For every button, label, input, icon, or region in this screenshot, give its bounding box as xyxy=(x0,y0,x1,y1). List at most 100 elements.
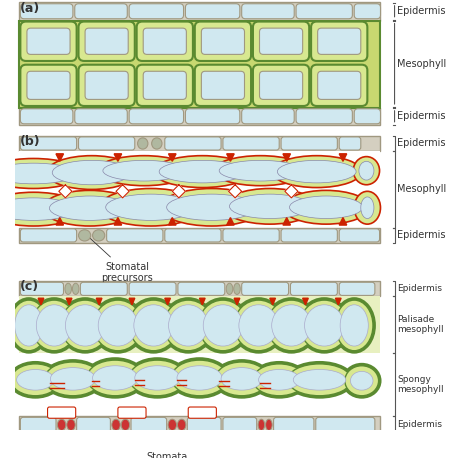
Ellipse shape xyxy=(340,305,368,346)
Ellipse shape xyxy=(43,191,137,226)
Polygon shape xyxy=(285,185,298,198)
FancyBboxPatch shape xyxy=(281,137,337,150)
Text: (b): (b) xyxy=(20,135,41,148)
Polygon shape xyxy=(227,218,234,225)
Ellipse shape xyxy=(304,305,344,346)
Bar xyxy=(19,296,381,353)
FancyBboxPatch shape xyxy=(223,229,279,242)
Polygon shape xyxy=(172,185,185,198)
FancyBboxPatch shape xyxy=(79,137,135,150)
Ellipse shape xyxy=(168,419,176,431)
Ellipse shape xyxy=(219,160,302,181)
Ellipse shape xyxy=(61,300,109,351)
Ellipse shape xyxy=(46,156,137,190)
Ellipse shape xyxy=(223,189,317,224)
Ellipse shape xyxy=(0,192,82,226)
Polygon shape xyxy=(114,218,122,225)
Ellipse shape xyxy=(129,360,185,396)
FancyBboxPatch shape xyxy=(195,65,251,106)
Ellipse shape xyxy=(353,157,380,185)
Ellipse shape xyxy=(93,300,142,351)
Ellipse shape xyxy=(57,419,66,431)
FancyBboxPatch shape xyxy=(85,71,128,99)
Polygon shape xyxy=(169,218,176,225)
FancyBboxPatch shape xyxy=(339,282,375,295)
FancyBboxPatch shape xyxy=(318,71,361,99)
Ellipse shape xyxy=(234,283,240,294)
Ellipse shape xyxy=(87,360,143,396)
Polygon shape xyxy=(56,218,64,225)
Ellipse shape xyxy=(214,360,270,398)
Ellipse shape xyxy=(0,158,82,189)
FancyBboxPatch shape xyxy=(178,282,225,295)
Ellipse shape xyxy=(215,362,268,396)
FancyBboxPatch shape xyxy=(129,4,183,19)
FancyBboxPatch shape xyxy=(185,4,240,19)
Bar xyxy=(19,281,381,296)
Ellipse shape xyxy=(52,160,131,185)
Text: Epidermis: Epidermis xyxy=(397,111,446,121)
Polygon shape xyxy=(339,218,346,225)
FancyBboxPatch shape xyxy=(311,22,367,61)
Polygon shape xyxy=(56,154,64,161)
FancyBboxPatch shape xyxy=(259,71,302,99)
FancyBboxPatch shape xyxy=(296,109,352,124)
Text: Palisade
mesophyll: Palisade mesophyll xyxy=(397,315,444,334)
FancyBboxPatch shape xyxy=(27,71,70,99)
Ellipse shape xyxy=(177,419,186,431)
Polygon shape xyxy=(302,298,308,305)
Ellipse shape xyxy=(214,156,307,185)
FancyBboxPatch shape xyxy=(354,109,381,124)
Ellipse shape xyxy=(253,364,305,396)
Ellipse shape xyxy=(197,298,249,353)
Ellipse shape xyxy=(97,156,191,185)
FancyBboxPatch shape xyxy=(296,4,352,19)
Ellipse shape xyxy=(221,368,262,390)
Ellipse shape xyxy=(354,191,381,224)
FancyBboxPatch shape xyxy=(201,71,245,99)
Ellipse shape xyxy=(286,362,353,398)
Ellipse shape xyxy=(226,283,233,294)
FancyBboxPatch shape xyxy=(316,417,375,432)
FancyBboxPatch shape xyxy=(20,65,77,106)
Polygon shape xyxy=(283,218,291,225)
FancyBboxPatch shape xyxy=(281,229,337,242)
Ellipse shape xyxy=(50,368,95,390)
Ellipse shape xyxy=(43,360,103,398)
FancyBboxPatch shape xyxy=(79,22,135,61)
Bar xyxy=(19,151,381,228)
Ellipse shape xyxy=(103,160,185,181)
Polygon shape xyxy=(165,298,171,305)
FancyBboxPatch shape xyxy=(339,137,361,150)
Text: Epidermis: Epidermis xyxy=(397,6,446,16)
Ellipse shape xyxy=(283,191,369,224)
FancyBboxPatch shape xyxy=(143,71,186,99)
FancyBboxPatch shape xyxy=(291,282,337,295)
Text: Mesophyll: Mesophyll xyxy=(397,59,447,69)
FancyBboxPatch shape xyxy=(223,137,279,150)
Bar xyxy=(19,136,381,151)
FancyBboxPatch shape xyxy=(165,137,221,150)
Bar xyxy=(19,353,381,416)
FancyBboxPatch shape xyxy=(253,22,309,61)
FancyBboxPatch shape xyxy=(259,28,302,55)
Ellipse shape xyxy=(277,160,356,183)
Polygon shape xyxy=(227,154,234,161)
FancyBboxPatch shape xyxy=(354,4,381,19)
Bar xyxy=(19,21,381,108)
FancyBboxPatch shape xyxy=(131,417,167,432)
FancyBboxPatch shape xyxy=(77,417,110,432)
Ellipse shape xyxy=(129,300,178,351)
Ellipse shape xyxy=(267,300,316,351)
Bar xyxy=(19,2,381,21)
Ellipse shape xyxy=(159,160,246,183)
FancyBboxPatch shape xyxy=(129,282,176,295)
Polygon shape xyxy=(169,154,176,161)
Ellipse shape xyxy=(92,230,105,241)
Ellipse shape xyxy=(32,300,77,351)
Ellipse shape xyxy=(85,358,145,398)
Ellipse shape xyxy=(300,300,348,351)
Ellipse shape xyxy=(112,419,120,431)
Polygon shape xyxy=(129,298,135,305)
Polygon shape xyxy=(200,298,205,305)
